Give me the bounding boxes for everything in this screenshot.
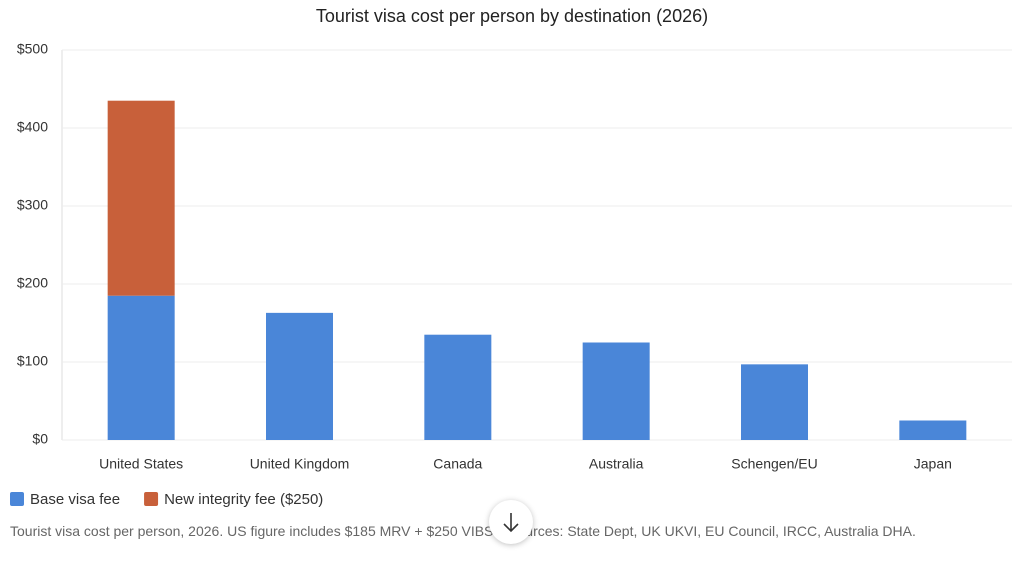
bar-segment [899, 420, 967, 440]
arrow-icon [503, 513, 519, 533]
footnote: Tourist visa cost per person, 2026. US f… [10, 523, 916, 539]
bar-segment [266, 312, 333, 440]
y-tick-label: $400 [17, 119, 48, 135]
legend-swatch [144, 492, 159, 506]
y-tick-label: $300 [17, 197, 48, 213]
x-tick-label: Schengen/EU [731, 456, 817, 472]
x-tick-label: Australia [589, 456, 644, 472]
scroll-down-button[interactable] [489, 500, 533, 544]
y-tick-label: $0 [32, 431, 48, 447]
bar-segment [741, 364, 808, 440]
x-tick-label: United States [99, 456, 183, 472]
bar-segment [424, 334, 492, 440]
legend-label: Base visa fee [30, 491, 120, 508]
legend-label: New integrity fee ($250) [164, 491, 323, 508]
x-tick-label: United Kingdom [250, 456, 350, 472]
x-tick-label: Japan [914, 456, 952, 472]
legend-swatch [10, 492, 24, 506]
y-tick-label: $500 [17, 41, 48, 57]
y-tick-label: $200 [17, 275, 48, 291]
bar-segment [582, 342, 650, 440]
chart-title: Tourist visa cost per person by destinat… [316, 6, 708, 26]
y-tick-label: $100 [17, 353, 48, 369]
bar-segment [107, 295, 175, 440]
bar-segment [107, 100, 175, 296]
x-tick-label: Canada [433, 456, 482, 472]
